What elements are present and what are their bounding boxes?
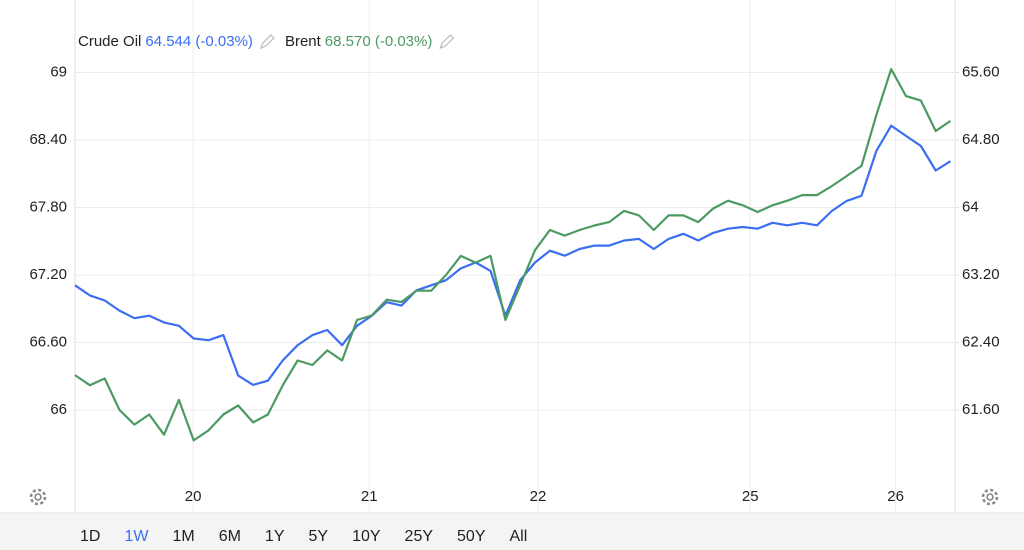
range-button[interactable]: 1D xyxy=(80,528,100,545)
range-button[interactable]: 1M xyxy=(172,528,194,545)
x-tick-label: 22 xyxy=(530,488,547,505)
settings-icon[interactable] xyxy=(981,488,999,506)
legend-quote: 64.544 (-0.03%) xyxy=(145,33,253,50)
edit-icon xyxy=(259,34,275,50)
settings-icon[interactable] xyxy=(29,488,47,506)
x-tick-label: 21 xyxy=(361,488,378,505)
edit-icon xyxy=(439,34,455,50)
range-button[interactable]: 10Y xyxy=(352,528,381,545)
y2-tick-label: 65.60 xyxy=(962,64,1000,81)
range-button[interactable]: 25Y xyxy=(405,528,434,545)
y-tick-label: 67.20 xyxy=(29,266,67,283)
range-button[interactable]: 1Y xyxy=(265,528,285,545)
y2-tick-label: 61.60 xyxy=(962,401,1000,418)
y-tick-label: 66.60 xyxy=(29,333,67,350)
y2-tick-label: 64.80 xyxy=(962,131,1000,148)
x-tick-label: 25 xyxy=(742,488,759,505)
range-button[interactable]: 5Y xyxy=(309,528,329,545)
range-button[interactable]: 1W xyxy=(124,528,149,545)
y-tick-label: 66 xyxy=(50,401,67,418)
x-tick-label: 26 xyxy=(887,488,904,505)
legend-quote: 68.570 (-0.03%) xyxy=(325,33,433,50)
range-button[interactable]: 6M xyxy=(219,528,241,545)
range-button[interactable]: All xyxy=(509,528,527,545)
range-button[interactable]: 50Y xyxy=(457,528,486,545)
range-bar xyxy=(0,513,1024,550)
price-line xyxy=(74,124,952,386)
y-tick-label: 67.80 xyxy=(29,198,67,215)
y2-tick-label: 63.20 xyxy=(962,266,1000,283)
legend-name: Brent xyxy=(285,33,322,50)
y-tick-label: 69 xyxy=(50,63,67,80)
legend-name: Crude Oil xyxy=(78,33,141,50)
y2-tick-label: 62.40 xyxy=(962,334,1000,351)
y-tick-label: 68.40 xyxy=(29,131,67,148)
y2-tick-label: 64 xyxy=(962,199,979,216)
x-tick-label: 20 xyxy=(185,488,202,505)
price-line xyxy=(74,68,952,442)
